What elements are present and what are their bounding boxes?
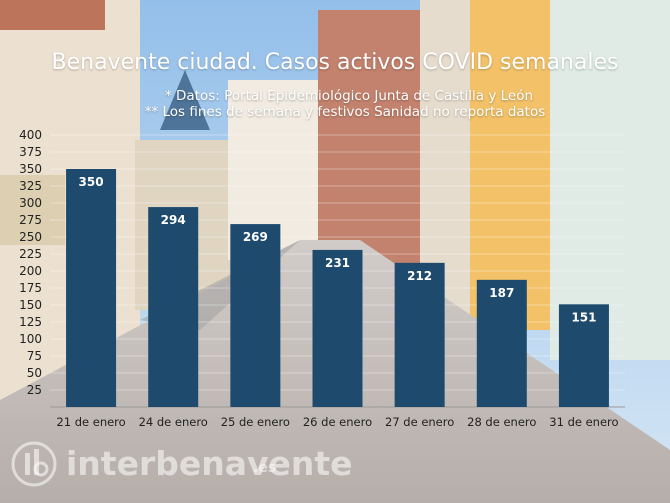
- y-tick-label: 200: [19, 264, 42, 278]
- data-label: 212: [407, 269, 432, 283]
- weekend-note: ** Los fines de semana y festivos Sanida…: [144, 104, 546, 120]
- y-tick-label: 100: [19, 332, 42, 346]
- bar: [66, 169, 117, 407]
- brand-tld: .es: [253, 460, 277, 476]
- y-tick-label: 150: [19, 298, 42, 312]
- x-tick-label: 26 de enero: [303, 415, 372, 429]
- x-tick-label: 27 de enero: [385, 415, 454, 429]
- bar: [476, 279, 527, 407]
- data-label: 350: [79, 175, 104, 189]
- y-tick-label: 50: [27, 366, 42, 380]
- data-label: 269: [243, 230, 268, 244]
- chart-title: Benavente ciudad. Casos activos COVID se…: [51, 50, 619, 75]
- y-tick-label: 75: [27, 349, 42, 363]
- bar: [312, 249, 363, 407]
- y-tick-label: 325: [19, 179, 42, 193]
- brand-name: interbenavente: [66, 444, 353, 483]
- brand-logo-icon: [11, 441, 57, 487]
- bar: [558, 304, 609, 407]
- y-tick-label: 400: [19, 128, 42, 142]
- y-tick-label: 350: [19, 162, 42, 176]
- data-label: 231: [325, 256, 350, 270]
- y-tick-label: 225: [19, 247, 42, 261]
- data-label: 294: [161, 213, 186, 227]
- bar: [230, 224, 281, 407]
- data-label: 151: [571, 310, 596, 324]
- x-tick-label: 31 de enero: [549, 415, 618, 429]
- y-tick-label: 125: [19, 315, 42, 329]
- x-tick-label: 21 de enero: [56, 415, 125, 429]
- x-tick-label: 24 de enero: [139, 415, 208, 429]
- bar: [148, 207, 199, 407]
- y-tick-label: 250: [19, 230, 42, 244]
- y-tick-label: 375: [19, 145, 42, 159]
- source-note: * Datos: Portal Epidemiológico Junta de …: [164, 88, 534, 104]
- x-tick-label: 25 de enero: [221, 415, 290, 429]
- y-tick-label: 275: [19, 213, 42, 227]
- y-tick-label: 25: [27, 383, 42, 397]
- y-tick-label: 300: [19, 196, 42, 210]
- data-label: 187: [489, 286, 514, 300]
- y-tick-label: 175: [19, 281, 42, 295]
- bar: [394, 262, 445, 407]
- x-tick-label: 28 de enero: [467, 415, 536, 429]
